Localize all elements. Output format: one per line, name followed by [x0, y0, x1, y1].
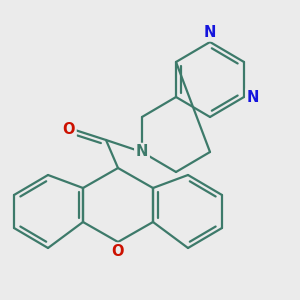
Text: N: N [204, 25, 216, 40]
Text: N: N [247, 89, 260, 104]
Text: O: O [62, 122, 75, 137]
Text: N: N [136, 145, 148, 160]
Text: O: O [112, 244, 124, 259]
